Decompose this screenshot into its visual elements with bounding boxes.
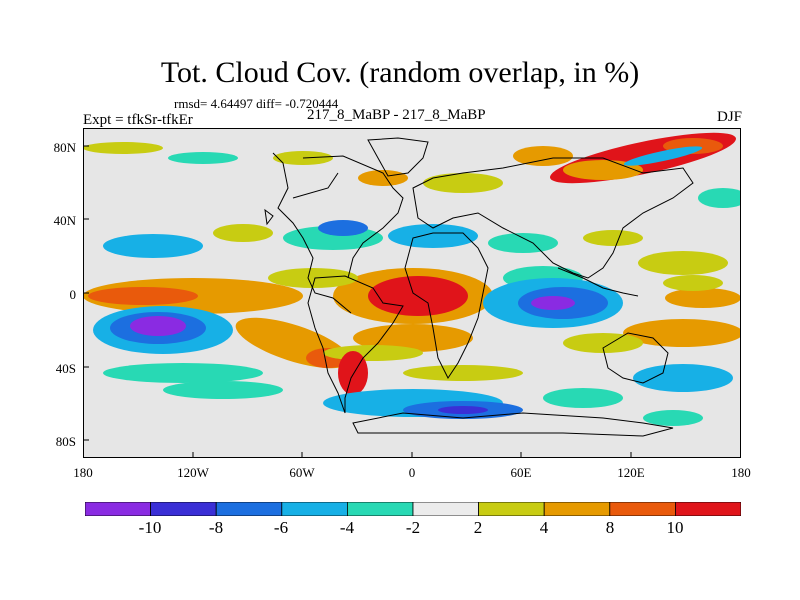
colorbar-swatch — [609, 502, 676, 516]
colorbar-swatch — [675, 502, 741, 516]
figure-title: Tot. Cloud Cov. (random overlap, in %) — [160, 56, 640, 89]
colorbar-label: -4 — [339, 518, 355, 537]
lon-label-120w: 120W — [177, 465, 209, 480]
colorbar-swatch — [346, 502, 414, 516]
lat-label-80s: 80S — [55, 434, 76, 449]
lat-label-40s: 40S — [55, 361, 76, 376]
colorbar-swatch — [281, 502, 348, 516]
lat-label-40n: 40N — [53, 213, 76, 228]
lat-label-80n: 80N — [53, 140, 76, 155]
lon-label-60w: 60W — [289, 465, 315, 480]
colorbar-label: -10 — [138, 518, 162, 537]
colorbar-swatch — [85, 502, 151, 516]
colorbar-label: 2 — [473, 518, 483, 537]
colorbar-swatch — [543, 502, 611, 516]
lon-label-180e: 180 — [731, 465, 751, 480]
lat-label-0: 0 — [69, 287, 77, 302]
colorbar-label: -2 — [405, 518, 421, 537]
season-label: DJF — [716, 109, 742, 125]
colorbar-label: -6 — [273, 518, 289, 537]
colorbar-label: -8 — [208, 518, 224, 537]
stats-line: rmsd= 4.64497 diff= -0.720444 — [174, 96, 339, 111]
experiment-names: 217_8_MaBP - 217_8_MaBP — [307, 107, 486, 123]
lon-label-0: 0 — [408, 465, 416, 480]
colorbar — [85, 502, 741, 516]
anomaly-field — [83, 132, 741, 426]
lon-label-120e: 120E — [617, 465, 645, 480]
map-plot — [83, 128, 741, 458]
experiment-label: Expt = tfkSr-tfkEr — [83, 112, 193, 128]
colorbar-label: 8 — [605, 518, 615, 537]
lon-label-180w: 180 — [73, 465, 93, 480]
lon-label-60e: 60E — [510, 465, 532, 480]
colorbar-swatch — [412, 502, 479, 516]
colorbar-swatch — [478, 502, 545, 516]
coastlines — [264, 137, 694, 437]
colorbar-swatch — [215, 502, 283, 516]
colorbar-swatch — [150, 502, 217, 516]
colorbar-label: 10 — [666, 518, 684, 537]
axis-ticks — [83, 145, 632, 458]
colorbar-label: 4 — [539, 518, 549, 537]
